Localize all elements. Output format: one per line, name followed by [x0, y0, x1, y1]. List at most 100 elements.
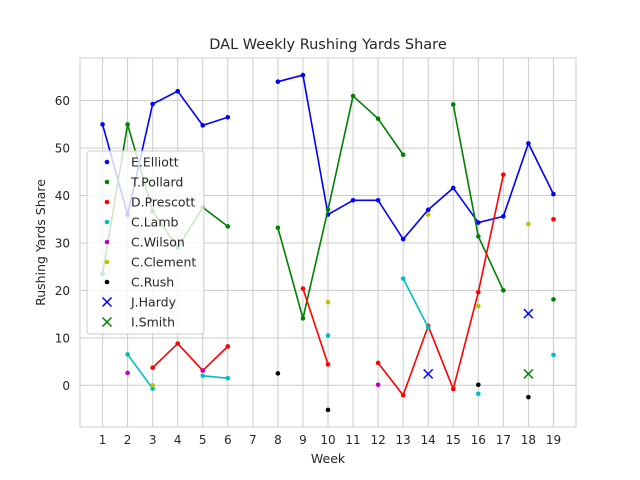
x-tick-label: 6 — [224, 433, 232, 447]
legend-label: E.Elliott — [131, 155, 179, 170]
data-point — [150, 382, 155, 388]
data-point — [325, 207, 331, 213]
legend-entry: I.Smith — [101, 315, 175, 330]
data-point — [125, 122, 130, 127]
x-tick-label: 11 — [345, 433, 360, 447]
data-point — [150, 386, 155, 391]
data-point — [523, 368, 534, 379]
data-point — [476, 382, 481, 388]
series-c-rush — [275, 371, 531, 413]
data-point — [400, 392, 406, 398]
y-tick-label: 0 — [62, 379, 70, 393]
legend-marker — [104, 159, 110, 165]
data-point — [375, 197, 381, 203]
y-tick-label: 10 — [55, 331, 70, 345]
x-tick-label: 3 — [149, 433, 157, 447]
series-j-hardy — [423, 308, 534, 379]
x-tick-label: 13 — [396, 433, 411, 447]
data-point — [200, 368, 206, 373]
data-point — [423, 368, 434, 379]
ticks: 1 2 3 4 5 6 7 8 9 10 11 12 13 14 15 16 17 18 1901020304050… — [55, 94, 561, 447]
legend-entry: C.Clement — [104, 255, 196, 270]
series-line — [277, 74, 555, 240]
series-c-clement — [150, 212, 531, 388]
data-point — [551, 216, 556, 222]
legend-label: C.Clement — [131, 255, 196, 270]
legend-entry: C.Lamb — [104, 215, 179, 230]
data-point — [200, 123, 206, 128]
data-point — [476, 391, 481, 397]
legend-entry: D.Prescott — [104, 195, 195, 210]
legend-entry: J.Hardy — [101, 295, 177, 310]
plot-frame — [79, 57, 577, 428]
series-line — [277, 95, 404, 320]
data-point — [275, 225, 281, 231]
chart-title: DAL Weekly Rushing Yards Share — [209, 37, 447, 53]
x-tick-label: 19 — [546, 433, 561, 447]
legend-label: T.Pollard — [130, 175, 183, 190]
legend-entry: T.Pollard — [104, 175, 183, 190]
data-point — [300, 286, 306, 291]
legend-marker — [104, 259, 110, 265]
x-tick-label: 4 — [174, 433, 182, 447]
data-point — [325, 333, 331, 338]
legend-label: C.Rush — [131, 275, 174, 290]
x-tick-label: 18 — [521, 433, 536, 447]
legend-entry: C.Rush — [104, 275, 174, 290]
x-tick-label: 1 — [99, 433, 107, 447]
legend-label: C.Lamb — [131, 215, 179, 230]
data-point — [375, 382, 381, 388]
series-line — [152, 342, 229, 372]
x-tick-label: 16 — [471, 433, 486, 447]
data-point — [476, 303, 481, 309]
data-point — [225, 114, 231, 120]
data-point — [425, 207, 431, 213]
legend-marker — [104, 199, 110, 205]
legend-marker — [104, 219, 110, 225]
series-line — [302, 288, 329, 365]
data-point — [225, 375, 231, 381]
data-point — [100, 122, 105, 127]
data-point — [450, 102, 456, 107]
x-tick-label: 7 — [249, 433, 257, 447]
y-tick-label: 30 — [55, 236, 70, 250]
series-line — [402, 278, 429, 328]
legend-label: D.Prescott — [131, 195, 195, 210]
data-point — [225, 344, 231, 349]
x-tick-label: 12 — [370, 433, 385, 447]
data-point — [450, 185, 456, 191]
data-point — [150, 101, 155, 107]
data-point — [501, 288, 506, 293]
legend-marker — [101, 296, 113, 308]
data-point — [450, 386, 456, 392]
data-point — [400, 152, 406, 158]
x-tick-label: 10 — [320, 433, 335, 447]
y-tick-label: 50 — [55, 142, 70, 156]
data-point — [476, 290, 481, 295]
data-point — [325, 299, 331, 305]
data-point — [400, 276, 406, 281]
data-point — [150, 365, 155, 371]
y-tick-label: 20 — [55, 284, 70, 298]
data-point — [175, 88, 180, 94]
legend-box — [86, 150, 205, 335]
legend-label: I.Smith — [131, 315, 175, 330]
data-point — [551, 352, 556, 358]
series-c-wilson — [125, 368, 381, 388]
series-line — [126, 353, 154, 390]
data-point — [275, 371, 281, 376]
legend-marker — [104, 239, 110, 245]
series-c-lamb — [125, 276, 556, 397]
data-point — [375, 360, 381, 366]
data-point — [350, 197, 356, 203]
data-point — [501, 214, 506, 219]
data-point — [225, 224, 231, 229]
legend-marker — [104, 179, 110, 185]
series-i-smith — [523, 368, 534, 379]
data-point — [551, 191, 556, 197]
y-axis-label: Rushing Yards Share — [33, 179, 48, 306]
x-tick-label: 2 — [124, 433, 132, 447]
data-point — [300, 72, 306, 78]
x-tick-label: 15 — [446, 433, 461, 447]
data-point — [325, 362, 331, 367]
